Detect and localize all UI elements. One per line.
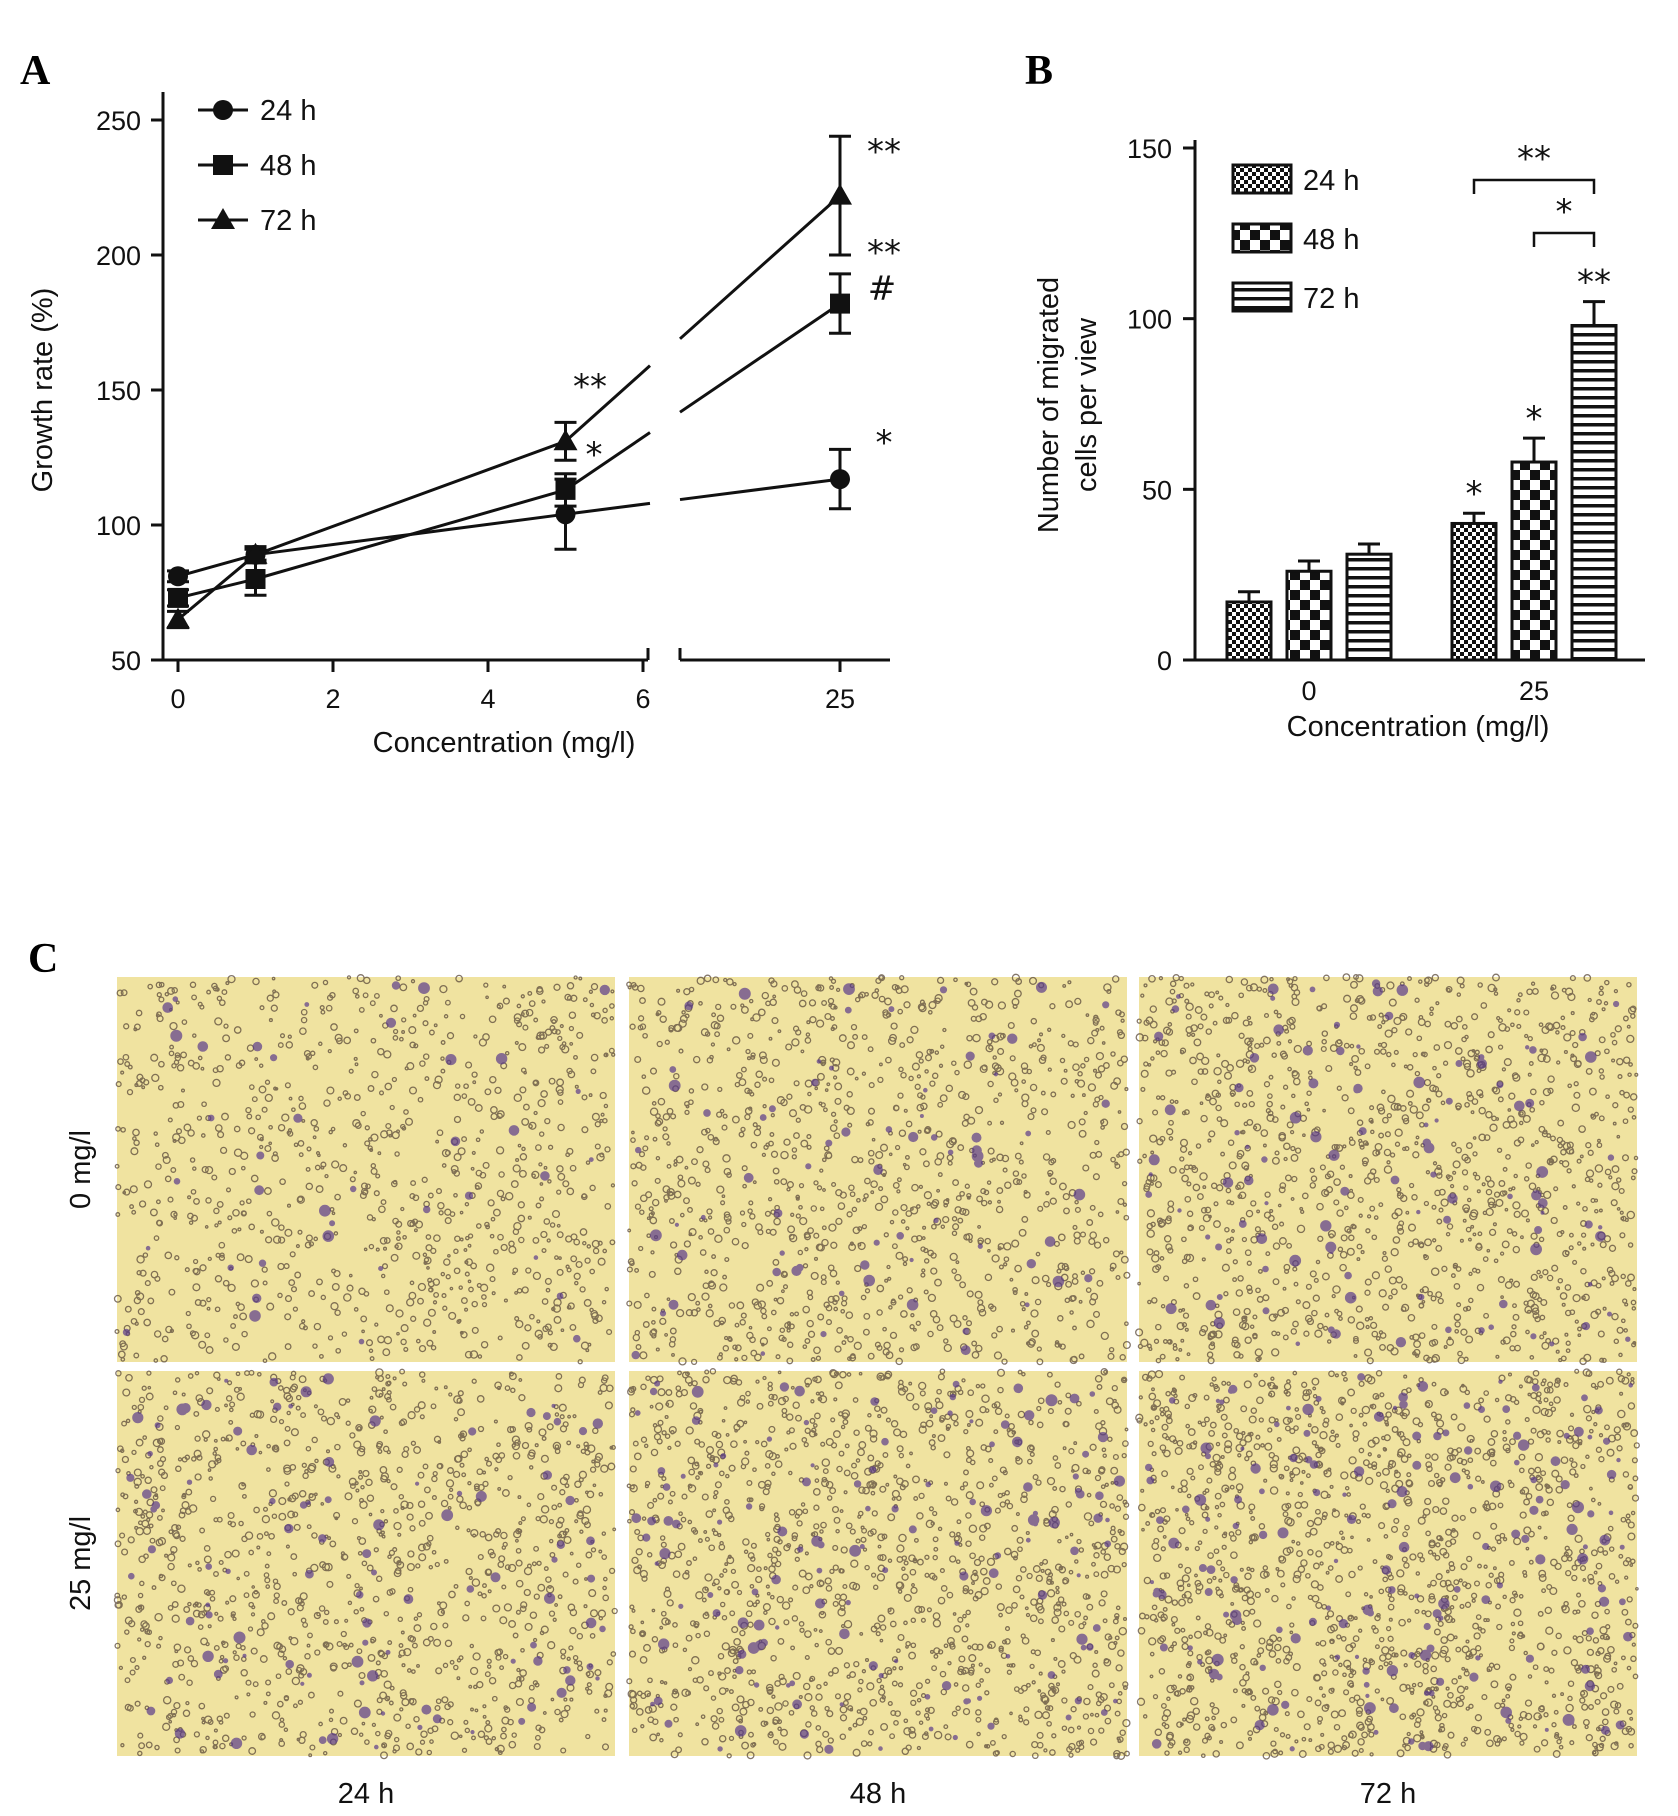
series-24h bbox=[167, 447, 851, 587]
stained-cells bbox=[631, 981, 1110, 1360]
bar bbox=[1450, 521, 1498, 662]
y-tick-label: 150 bbox=[96, 376, 141, 406]
bar bbox=[1570, 323, 1618, 662]
series-line-solid bbox=[177, 488, 566, 600]
x-tick-label: 4 bbox=[480, 684, 495, 714]
data-point bbox=[168, 587, 188, 608]
cell-outlines bbox=[113, 974, 616, 1365]
significance-bracket bbox=[1532, 231, 1596, 247]
series-48h bbox=[167, 272, 851, 608]
series-72h bbox=[166, 134, 852, 630]
x-tick-label: 0 bbox=[170, 684, 185, 714]
series-line-after-break bbox=[678, 194, 842, 340]
x-tick-label: 25 bbox=[1519, 676, 1549, 706]
legend-swatch bbox=[1231, 222, 1293, 254]
micrograph-0-1 bbox=[626, 973, 1131, 1366]
y-axis-label: Growth rate (%) bbox=[27, 288, 59, 493]
column-label: 48 h bbox=[850, 1778, 906, 1810]
column-label: 24 h bbox=[338, 1778, 394, 1810]
significance-mark: ** bbox=[867, 132, 901, 172]
stained-cells bbox=[126, 1373, 606, 1750]
x-tick-label: 2 bbox=[325, 684, 340, 714]
significance-mark: * bbox=[586, 435, 603, 475]
data-point bbox=[166, 607, 190, 629]
data-point bbox=[245, 569, 266, 589]
y-axis-label-line1: Number of migrated bbox=[1033, 277, 1065, 533]
significance-mark: * bbox=[1466, 474, 1483, 514]
significance-mark: * bbox=[876, 423, 893, 463]
row-label: 0 mg/l bbox=[65, 1130, 97, 1209]
panel-letter-c: C bbox=[28, 936, 58, 982]
data-point bbox=[555, 504, 576, 525]
data-point bbox=[553, 429, 578, 451]
column-label: 72 h bbox=[1360, 1778, 1416, 1810]
micrograph-1-1 bbox=[626, 1368, 1131, 1760]
legend-swatch bbox=[1231, 281, 1293, 313]
y-tick-label: 250 bbox=[96, 106, 141, 136]
migrated-cells-bar-chart: 0 50 100 150 0 25 Concentration (mg/l) Number o… bbox=[1033, 134, 1645, 743]
legend-marker bbox=[213, 100, 233, 120]
panel-letter-b: B bbox=[1025, 48, 1053, 94]
significance-mark: ** bbox=[1577, 263, 1611, 303]
cell-outlines bbox=[113, 1368, 618, 1760]
micrograph-0-2 bbox=[1135, 973, 1639, 1365]
x-axis-label: Concentration (mg/l) bbox=[1287, 711, 1550, 743]
y-tick-label: 50 bbox=[1142, 475, 1172, 505]
panel-letter-a: A bbox=[20, 48, 51, 94]
x-tick-label: 25 bbox=[825, 684, 855, 714]
data-point bbox=[168, 566, 188, 587]
data-point bbox=[830, 469, 850, 490]
series-line-after-break bbox=[679, 302, 841, 414]
x-tick-label: 6 bbox=[635, 684, 650, 714]
legend-marker bbox=[213, 155, 233, 175]
bar bbox=[1285, 569, 1333, 662]
legend-label: 24 h bbox=[1303, 165, 1359, 197]
micrograph-1-2 bbox=[1135, 1368, 1640, 1760]
data-point bbox=[243, 542, 268, 564]
significance-bracket bbox=[1472, 178, 1596, 194]
legend-label: 48 h bbox=[1303, 224, 1359, 256]
row-label: 25 mg/l bbox=[65, 1516, 97, 1611]
micrograph-0-0 bbox=[113, 974, 616, 1365]
y-tick-label: 100 bbox=[1127, 305, 1172, 335]
significance-mark: # bbox=[868, 269, 897, 309]
bar bbox=[1225, 600, 1273, 662]
data-point bbox=[830, 293, 850, 314]
series-line-before-break bbox=[564, 431, 651, 492]
legend-marker bbox=[211, 208, 235, 229]
series-line-before-break bbox=[565, 501, 651, 516]
x-axis-label: Concentration (mg/l) bbox=[373, 727, 636, 759]
micrograph-background bbox=[629, 1371, 1127, 1756]
x-tick-label: 0 bbox=[1301, 676, 1316, 706]
bracket-significance-mark: * bbox=[1556, 192, 1573, 232]
significance-mark: ** bbox=[573, 367, 607, 407]
bar bbox=[1345, 552, 1393, 662]
micrograph-1-0 bbox=[113, 1368, 618, 1760]
data-point bbox=[828, 183, 852, 205]
growth-rate-line-chart: 50 100 150 200 250 0 2 4 6 25 Concentration (mg/l)… bbox=[27, 92, 901, 759]
y-tick-label: 0 bbox=[1157, 646, 1172, 676]
legend-label: 48 h bbox=[260, 150, 316, 182]
y-tick-label: 200 bbox=[96, 241, 141, 271]
legend-label: 24 h bbox=[260, 95, 316, 127]
legend-label: 72 h bbox=[260, 205, 316, 237]
significance-mark: ** bbox=[867, 233, 901, 273]
micrograph-grid: 24 h 48 h 72 h 0 mg/l 25 mg/l bbox=[65, 973, 1640, 1810]
y-axis-label-line2: cells per view bbox=[1071, 317, 1103, 492]
series-line-after-break bbox=[679, 477, 841, 502]
y-tick-label: 150 bbox=[1127, 134, 1172, 164]
cell-outlines bbox=[626, 973, 1131, 1366]
legend-swatch bbox=[1231, 163, 1293, 195]
y-tick-label: 100 bbox=[96, 511, 141, 541]
series-line-solid bbox=[177, 439, 567, 621]
legend-label: 72 h bbox=[1303, 283, 1359, 315]
bracket-significance-mark: ** bbox=[1517, 139, 1551, 179]
y-tick-label: 50 bbox=[111, 646, 141, 676]
series-line-before-break bbox=[564, 364, 652, 443]
bar bbox=[1510, 460, 1558, 662]
data-point bbox=[555, 479, 576, 500]
micrograph-background bbox=[117, 977, 615, 1362]
significance-mark: * bbox=[1526, 399, 1543, 439]
